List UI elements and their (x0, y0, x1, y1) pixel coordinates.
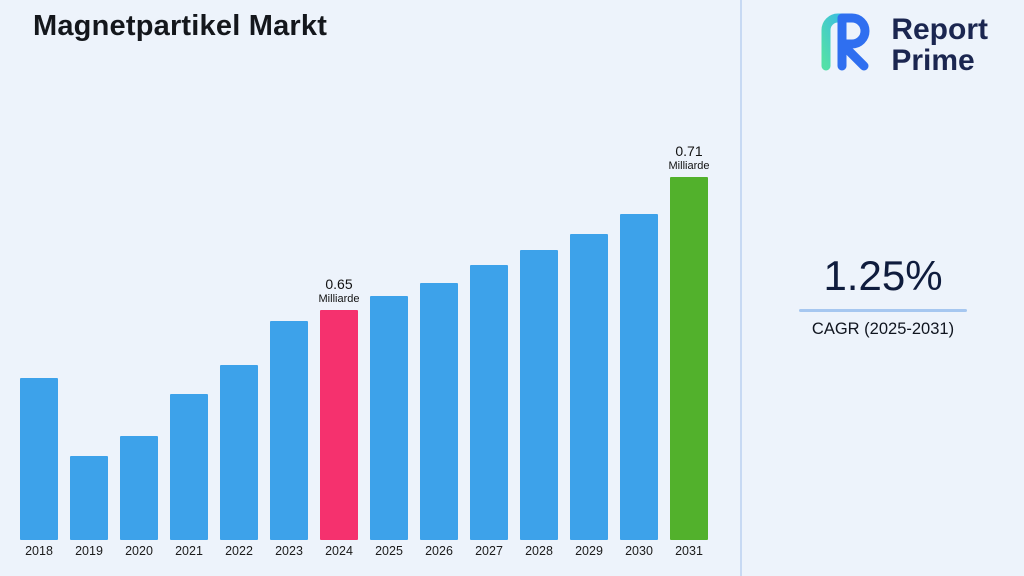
bar-2027 (470, 265, 508, 540)
bar-2025 (370, 296, 408, 540)
report-prime-logo: Report Prime (809, 10, 988, 79)
x-axis-labels: 2018 2019 2020 2021 2022 2023 2024 2025 2026 2027… (20, 544, 708, 558)
bar-2028 (520, 250, 558, 540)
cagr-underline (799, 309, 967, 312)
x-tick-2027: 2027 (475, 544, 503, 558)
cagr-label: CAGR (2025-2031) (811, 320, 955, 338)
x-tick-2025: 2025 (375, 544, 403, 558)
bar-2026 (420, 283, 458, 540)
x-tick-2022: 2022 (225, 544, 253, 558)
page-title: Magnetpartikel Markt (33, 10, 328, 42)
x-tick-2020: 2020 (125, 544, 153, 558)
vertical-divider (740, 0, 742, 576)
report-prime-logo-icon (809, 10, 881, 79)
x-tick-2028: 2028 (525, 544, 553, 558)
bar-value-label-2031: 0.71 Milliarde (669, 143, 710, 172)
logo-text-prime: Prime (891, 43, 975, 77)
bar-unit-2024: Milliarde (318, 293, 360, 305)
bar-chart: 0.65 Milliarde 0.71 Milliarde (20, 88, 709, 540)
bar-2024: 0.65 Milliarde (319, 276, 359, 540)
bar-value-label-2024: 0.65 Milliarde (319, 276, 360, 305)
x-tick-2031: 2031 (675, 544, 703, 558)
bar-2019 (70, 456, 108, 540)
logo-text-report: Report (891, 12, 988, 46)
cagr-panel: 1.25% CAGR (2025-2031) (768, 252, 998, 339)
x-tick-2019: 2019 (75, 544, 103, 558)
x-tick-2024: 2024 (325, 544, 353, 558)
bar-2031: 0.71 Milliarde (669, 143, 709, 540)
bar-2029 (570, 234, 608, 540)
bar-2030 (620, 214, 658, 540)
cagr-value: 1.25% (823, 252, 943, 299)
x-tick-2030: 2030 (625, 544, 653, 558)
x-tick-2021: 2021 (175, 544, 203, 558)
bar-value-2024: 0.65 (325, 276, 353, 292)
x-tick-2029: 2029 (575, 544, 603, 558)
bar-2021 (170, 394, 208, 540)
x-tick-2023: 2023 (275, 544, 303, 558)
bar-2020 (120, 436, 158, 540)
x-tick-2026: 2026 (425, 544, 453, 558)
bar-unit-2031: Milliarde (668, 160, 710, 172)
x-tick-2018: 2018 (25, 544, 53, 558)
bar-2022 (220, 365, 258, 540)
bar-2023 (270, 321, 308, 540)
bar-2018 (20, 378, 58, 540)
bar-value-2031: 0.71 (675, 143, 703, 159)
